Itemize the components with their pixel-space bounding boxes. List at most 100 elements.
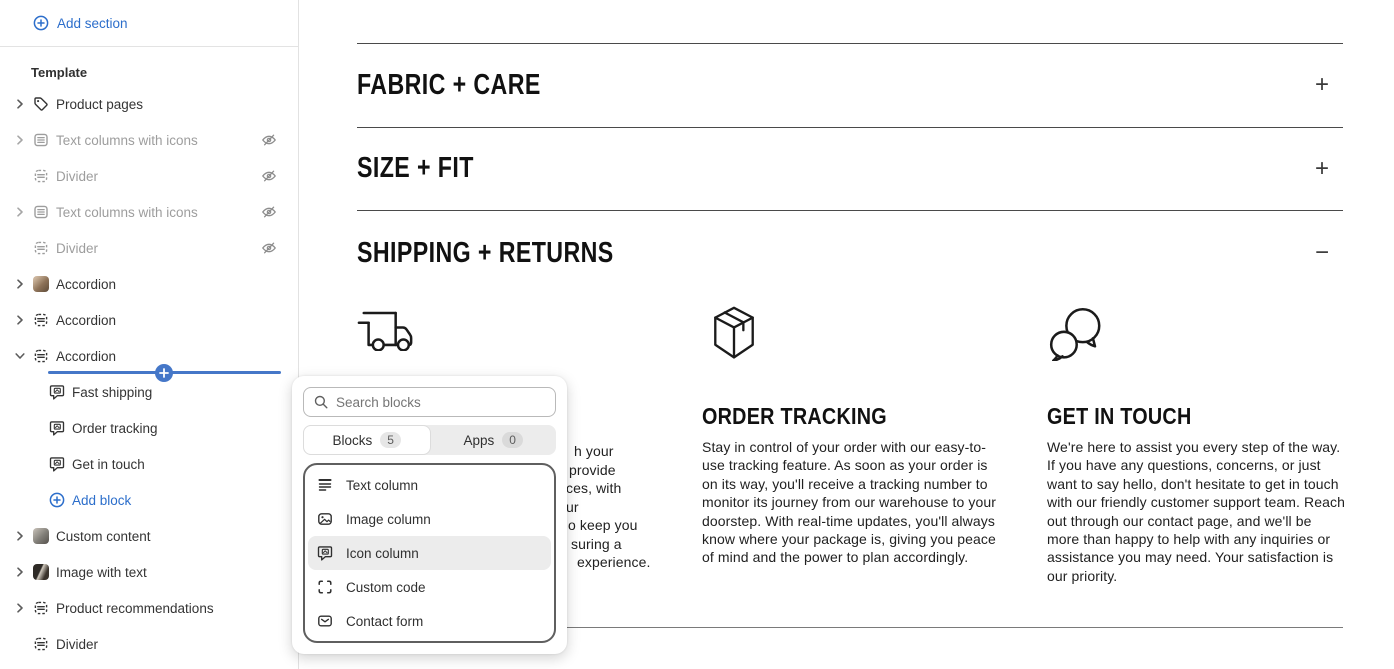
doc-icon [33, 132, 49, 148]
chevron-right-icon[interactable] [12, 312, 28, 328]
plus-icon [159, 368, 169, 378]
dashed-box-icon [33, 240, 49, 256]
template-header: Template [31, 64, 88, 80]
package-icon [710, 305, 758, 363]
block-options-list: Text column Image column Icon column Cus… [303, 463, 556, 643]
image-column-icon [317, 511, 333, 527]
eye-slash-icon[interactable] [261, 204, 277, 220]
sidebar-item-label: Accordion [56, 348, 117, 364]
sidebar-item-accordion-1[interactable]: Accordion [0, 266, 298, 302]
sidebar-item-text-columns-with-icons[interactable]: Text columns with icons [0, 122, 298, 158]
block-option-label: Custom code [346, 579, 426, 595]
sidebar-item-label: Divider [56, 240, 99, 256]
sidebar-item-label: Accordion [56, 276, 117, 292]
search-blocks-field[interactable] [303, 387, 556, 417]
tab-label: Apps [463, 432, 495, 448]
expand-icon[interactable]: + [1314, 154, 1329, 182]
insert-block-plus-button[interactable] [155, 364, 173, 382]
eye-slash-icon[interactable] [261, 132, 277, 148]
add-section-button[interactable]: Add section [0, 0, 298, 47]
chevron-right-icon[interactable] [12, 528, 28, 544]
sidebar-item-label: Text columns with icons [56, 204, 198, 220]
sidebar-item-get-in-touch[interactable]: Get in touch [0, 446, 298, 482]
chevron-right-icon[interactable] [12, 600, 28, 616]
search-icon [313, 394, 329, 410]
photo-thumbnail [33, 564, 49, 580]
sidebar-item-product-pages[interactable]: Product pages [0, 86, 298, 122]
sidebar-item-divider-bottom[interactable]: Divider [0, 626, 298, 662]
sidebar-item-label: Custom content [56, 528, 151, 544]
accordion-row-size-fit[interactable]: SIZE + FIT + [357, 127, 1343, 210]
block-option-image-column[interactable]: Image column [308, 502, 551, 536]
add-block-popup: Blocks 5 Apps 0 Text column Image column… [292, 376, 567, 654]
sidebar-item-order-tracking[interactable]: Order tracking [0, 410, 298, 446]
eye-slash-icon[interactable] [261, 168, 277, 184]
block-option-icon-column[interactable]: Icon column [308, 536, 551, 570]
sidebar-item-label: Accordion [56, 312, 117, 328]
text-fragment: suring a [571, 535, 622, 552]
block-option-custom-code[interactable]: Custom code [308, 570, 551, 604]
sidebar-item-product-recommendations[interactable]: Product recommendations [0, 590, 298, 626]
sidebar-item-label: Fast shipping [72, 384, 153, 400]
text-fragment: ur [566, 498, 579, 515]
accordion-title: SHIPPING + RETURNS [357, 236, 614, 269]
sidebar-item-fast-shipping[interactable]: Fast shipping [0, 374, 298, 410]
add-section-label: Add section [57, 15, 128, 31]
chevron-right-icon[interactable] [12, 276, 28, 292]
accordion-row-shipping-returns[interactable]: SHIPPING + RETURNS − [357, 210, 1343, 296]
sidebar-item-label: Get in touch [72, 456, 145, 472]
column-heading-get-in-touch: GET IN TOUCH [1047, 403, 1192, 429]
chevron-right-icon[interactable] [12, 132, 28, 148]
plus-circle-icon [33, 15, 49, 31]
chevron-right-icon[interactable] [12, 96, 28, 112]
collapse-icon[interactable]: − [1314, 239, 1329, 266]
envelope-icon [317, 613, 333, 629]
sidebar-item-image-with-text[interactable]: Image with text [0, 554, 298, 590]
icon-column-icon [49, 420, 65, 436]
text-fragment: o keep you [568, 517, 638, 533]
block-option-contact-form[interactable]: Contact form [308, 604, 551, 638]
dashed-box-icon [33, 312, 49, 328]
plus-circle-icon [49, 492, 65, 508]
tag-icon [33, 96, 49, 112]
tab-apps[interactable]: Apps 0 [431, 425, 557, 455]
sidebar-item-label: Image with text [56, 564, 147, 580]
chat-bubbles-icon [1047, 303, 1107, 361]
chevron-right-icon[interactable] [12, 564, 28, 580]
block-option-label: Text column [346, 477, 419, 493]
chevron-right-icon[interactable] [12, 204, 28, 220]
sidebar-item-accordion-2[interactable]: Accordion [0, 302, 298, 338]
eye-slash-icon[interactable] [261, 240, 277, 256]
sidebar-item-label: Order tracking [72, 420, 158, 436]
sidebar-item-label: Divider [56, 636, 99, 652]
sidebar-item-divider[interactable]: Divider [0, 158, 298, 194]
accordion-row-fabric-care[interactable]: FABRIC + CARE + [357, 43, 1343, 127]
sidebar-item-accordion-3-expanded[interactable]: Accordion [0, 338, 298, 374]
search-blocks-input[interactable] [336, 394, 546, 410]
popup-tabs: Blocks 5 Apps 0 [303, 425, 556, 455]
icon-column-icon [49, 384, 65, 400]
section-divider [357, 210, 1343, 211]
expand-icon[interactable]: + [1314, 71, 1329, 98]
code-brackets-icon [317, 579, 333, 595]
tab-blocks[interactable]: Blocks 5 [303, 425, 431, 455]
block-option-text-column[interactable]: Text column [308, 468, 551, 502]
chevron-down-icon[interactable] [12, 348, 28, 364]
fast-shipping-text-fragments: h your provide ces, with ur o keep you s… [566, 442, 650, 572]
sidebar-item-custom-content[interactable]: Custom content [0, 518, 298, 554]
block-option-label: Image column [346, 511, 431, 527]
sidebar-item-divider[interactable]: Divider [0, 230, 298, 266]
truck-icon [357, 306, 415, 351]
sidebar-item-text-columns-with-icons[interactable]: Text columns with icons [0, 194, 298, 230]
column-body-get-in-touch: We're here to assist you every step of t… [1047, 439, 1345, 584]
section-divider [357, 43, 1343, 44]
add-block-button[interactable]: Add block [0, 482, 298, 518]
text-fragment: provide [569, 461, 616, 478]
sidebar-item-label: Text columns with icons [56, 132, 198, 148]
column-heading-order-tracking: ORDER TRACKING [702, 403, 887, 429]
section-divider [357, 127, 1343, 128]
text-fragment: ces, with [566, 480, 622, 496]
column-body-order-tracking: Stay in control of your order with our e… [702, 439, 997, 566]
sections-sidebar: Add section Template Product pages Text … [0, 0, 299, 669]
